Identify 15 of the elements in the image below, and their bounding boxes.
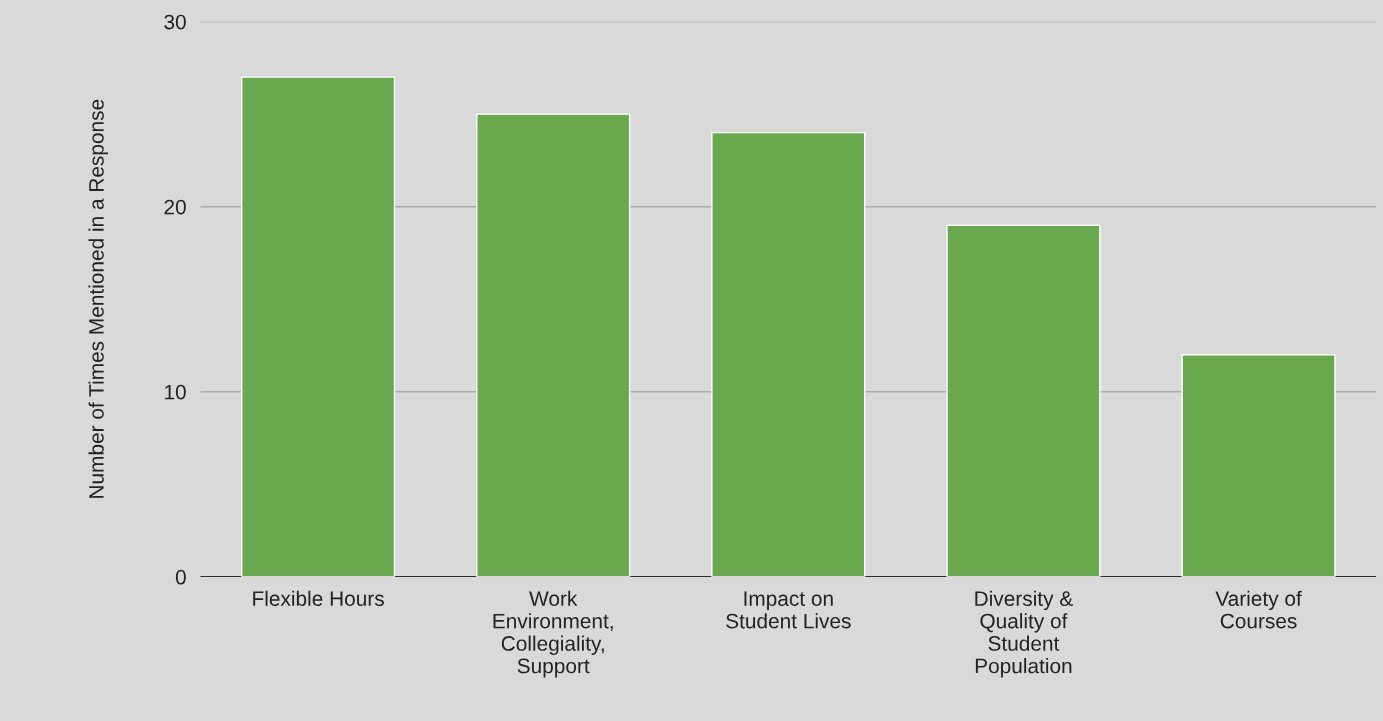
- x-tick-label: Flexible Hours: [253, 590, 384, 606]
- bar: [476, 113, 631, 577]
- x-tick-label: Diversity & Quality of Student Population: [975, 590, 1073, 678]
- bar: [946, 224, 1101, 577]
- y-tick-label: 10: [165, 384, 186, 400]
- bar: [711, 131, 866, 577]
- x-tick-label: Impact on Student Lives: [726, 591, 851, 629]
- x-tick-label: Variety of Courses: [1215, 590, 1302, 629]
- y-axis-title: Number of Times Mentioned in a Response: [88, 99, 108, 498]
- bar: [240, 76, 396, 577]
- x-tick-label: Work Environment, Collegiality, Support: [493, 590, 613, 678]
- bar: [1181, 354, 1336, 577]
- y-tick-label: 30: [164, 14, 186, 30]
- y-tick-label: 20: [164, 199, 186, 215]
- y-tick-label: 0: [175, 569, 186, 585]
